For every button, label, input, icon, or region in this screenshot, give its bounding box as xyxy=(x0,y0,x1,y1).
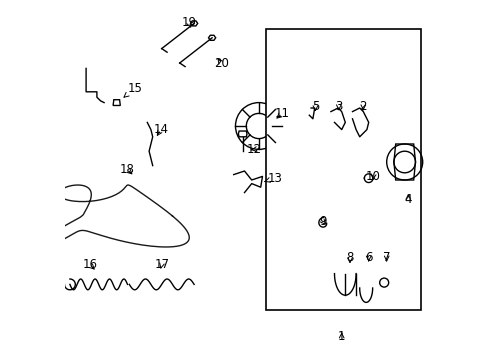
Text: 5: 5 xyxy=(311,100,319,113)
Text: 9: 9 xyxy=(319,215,326,228)
Text: 16: 16 xyxy=(82,258,97,271)
Text: 3: 3 xyxy=(334,100,342,113)
Bar xyxy=(265,29,420,310)
Text: 18: 18 xyxy=(119,163,134,176)
Text: 2: 2 xyxy=(359,100,366,113)
Text: 4: 4 xyxy=(404,193,411,206)
Text: 7: 7 xyxy=(382,251,389,264)
Text: 6: 6 xyxy=(364,251,372,264)
Text: 19: 19 xyxy=(181,16,196,29)
Text: 15: 15 xyxy=(124,82,142,97)
Text: 10: 10 xyxy=(365,170,380,183)
Text: 12: 12 xyxy=(246,143,262,156)
Text: 17: 17 xyxy=(154,258,169,271)
Text: 14: 14 xyxy=(153,123,168,136)
Text: 20: 20 xyxy=(213,57,228,69)
Text: 1: 1 xyxy=(337,330,345,343)
Text: 13: 13 xyxy=(264,172,282,185)
Text: 11: 11 xyxy=(274,107,289,120)
Text: 8: 8 xyxy=(346,251,353,264)
